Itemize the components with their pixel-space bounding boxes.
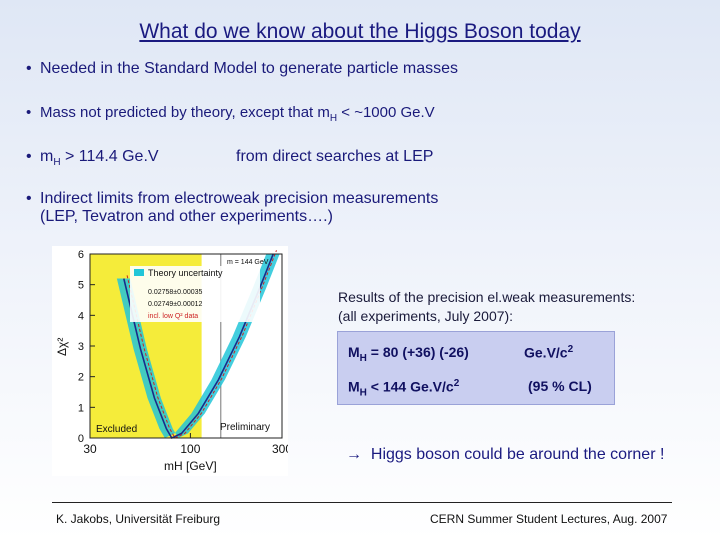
y-tick-label: 4 <box>78 310 84 322</box>
x-tick-label: 300 <box>272 442 288 456</box>
x-tick-label: 100 <box>180 442 200 456</box>
bullet-dot: • <box>26 190 32 207</box>
x-axis-label: mH [GeV] <box>164 459 217 473</box>
right-arrow-icon: → <box>346 446 362 463</box>
y-tick-label: 3 <box>78 341 84 353</box>
legend-label: incl. low Q² data <box>148 313 198 320</box>
bullet-dot: • <box>26 60 32 77</box>
y-axis-label: Δχ² <box>55 338 69 356</box>
bullet-mass-prediction: • Mass not predicted by theory, except t… <box>26 104 435 124</box>
bullet-dot: • <box>26 148 32 165</box>
mass-fit-row: MH = 80 (+36) (-26) Ge.V/c2 <box>348 344 574 364</box>
chi2-plot: 0 1 2 3 4 5 6 30 100 300 mH [GeV] Δχ² Theory uncerta… <box>52 246 292 476</box>
footer-event: CERN Summer Student Lectures, Aug. 2007 <box>430 512 668 526</box>
results-label: Results of the precision el.weak measure… <box>338 289 636 324</box>
y-tick-label: 0 <box>78 433 84 445</box>
conclusion-line: → Higgs boson could be around the corner… <box>346 446 665 463</box>
chi2-chart-svg: 0 1 2 3 4 5 6 30 100 300 mH [GeV] Δχ² Theory uncerta… <box>55 249 292 473</box>
low-q2-curve <box>126 250 277 439</box>
mass-limit-row: MH < 144 Ge.V/c2 (95 % CL) <box>348 378 592 399</box>
legend-label: Theory uncertainty <box>148 268 223 278</box>
legend-box <box>130 266 260 322</box>
bullet-dot: • <box>26 104 32 121</box>
x-tick-label: 30 <box>83 442 97 456</box>
annotation-preliminary: Preliminary <box>220 422 270 433</box>
footer-divider <box>52 502 672 503</box>
y-tick-label: 6 <box>78 249 84 261</box>
legend-label: 0.02758±0.00035 <box>148 289 203 296</box>
y-tick-label: 1 <box>78 402 84 414</box>
legend-swatch-band <box>134 269 144 276</box>
bullet-indirect-limits: • Indirect limits from electroweak preci… <box>26 190 439 225</box>
y-tick-label: 5 <box>78 280 84 292</box>
annotation-limit: m = 144 GeV <box>227 259 269 266</box>
slide-title: What do we know about the Higgs Boson to… <box>139 20 581 43</box>
higgs-mass-box: MH = 80 (+36) (-26) Ge.V/c2 MH < 144 Ge.… <box>337 331 615 405</box>
bullet-lep-limit: • mH > 114.4 Ge.V from direct searches a… <box>26 148 434 169</box>
annotation-excluded: Excluded <box>96 424 137 435</box>
theory-uncertainty-band <box>116 254 280 438</box>
footer-author: K. Jakobs, Universität Freiburg <box>56 512 221 526</box>
y-tick-label: 2 <box>78 372 84 384</box>
bullet-standard-model: • Needed in the Standard Model to genera… <box>26 60 459 77</box>
legend-label: 0.02749±0.00012 <box>148 301 203 308</box>
